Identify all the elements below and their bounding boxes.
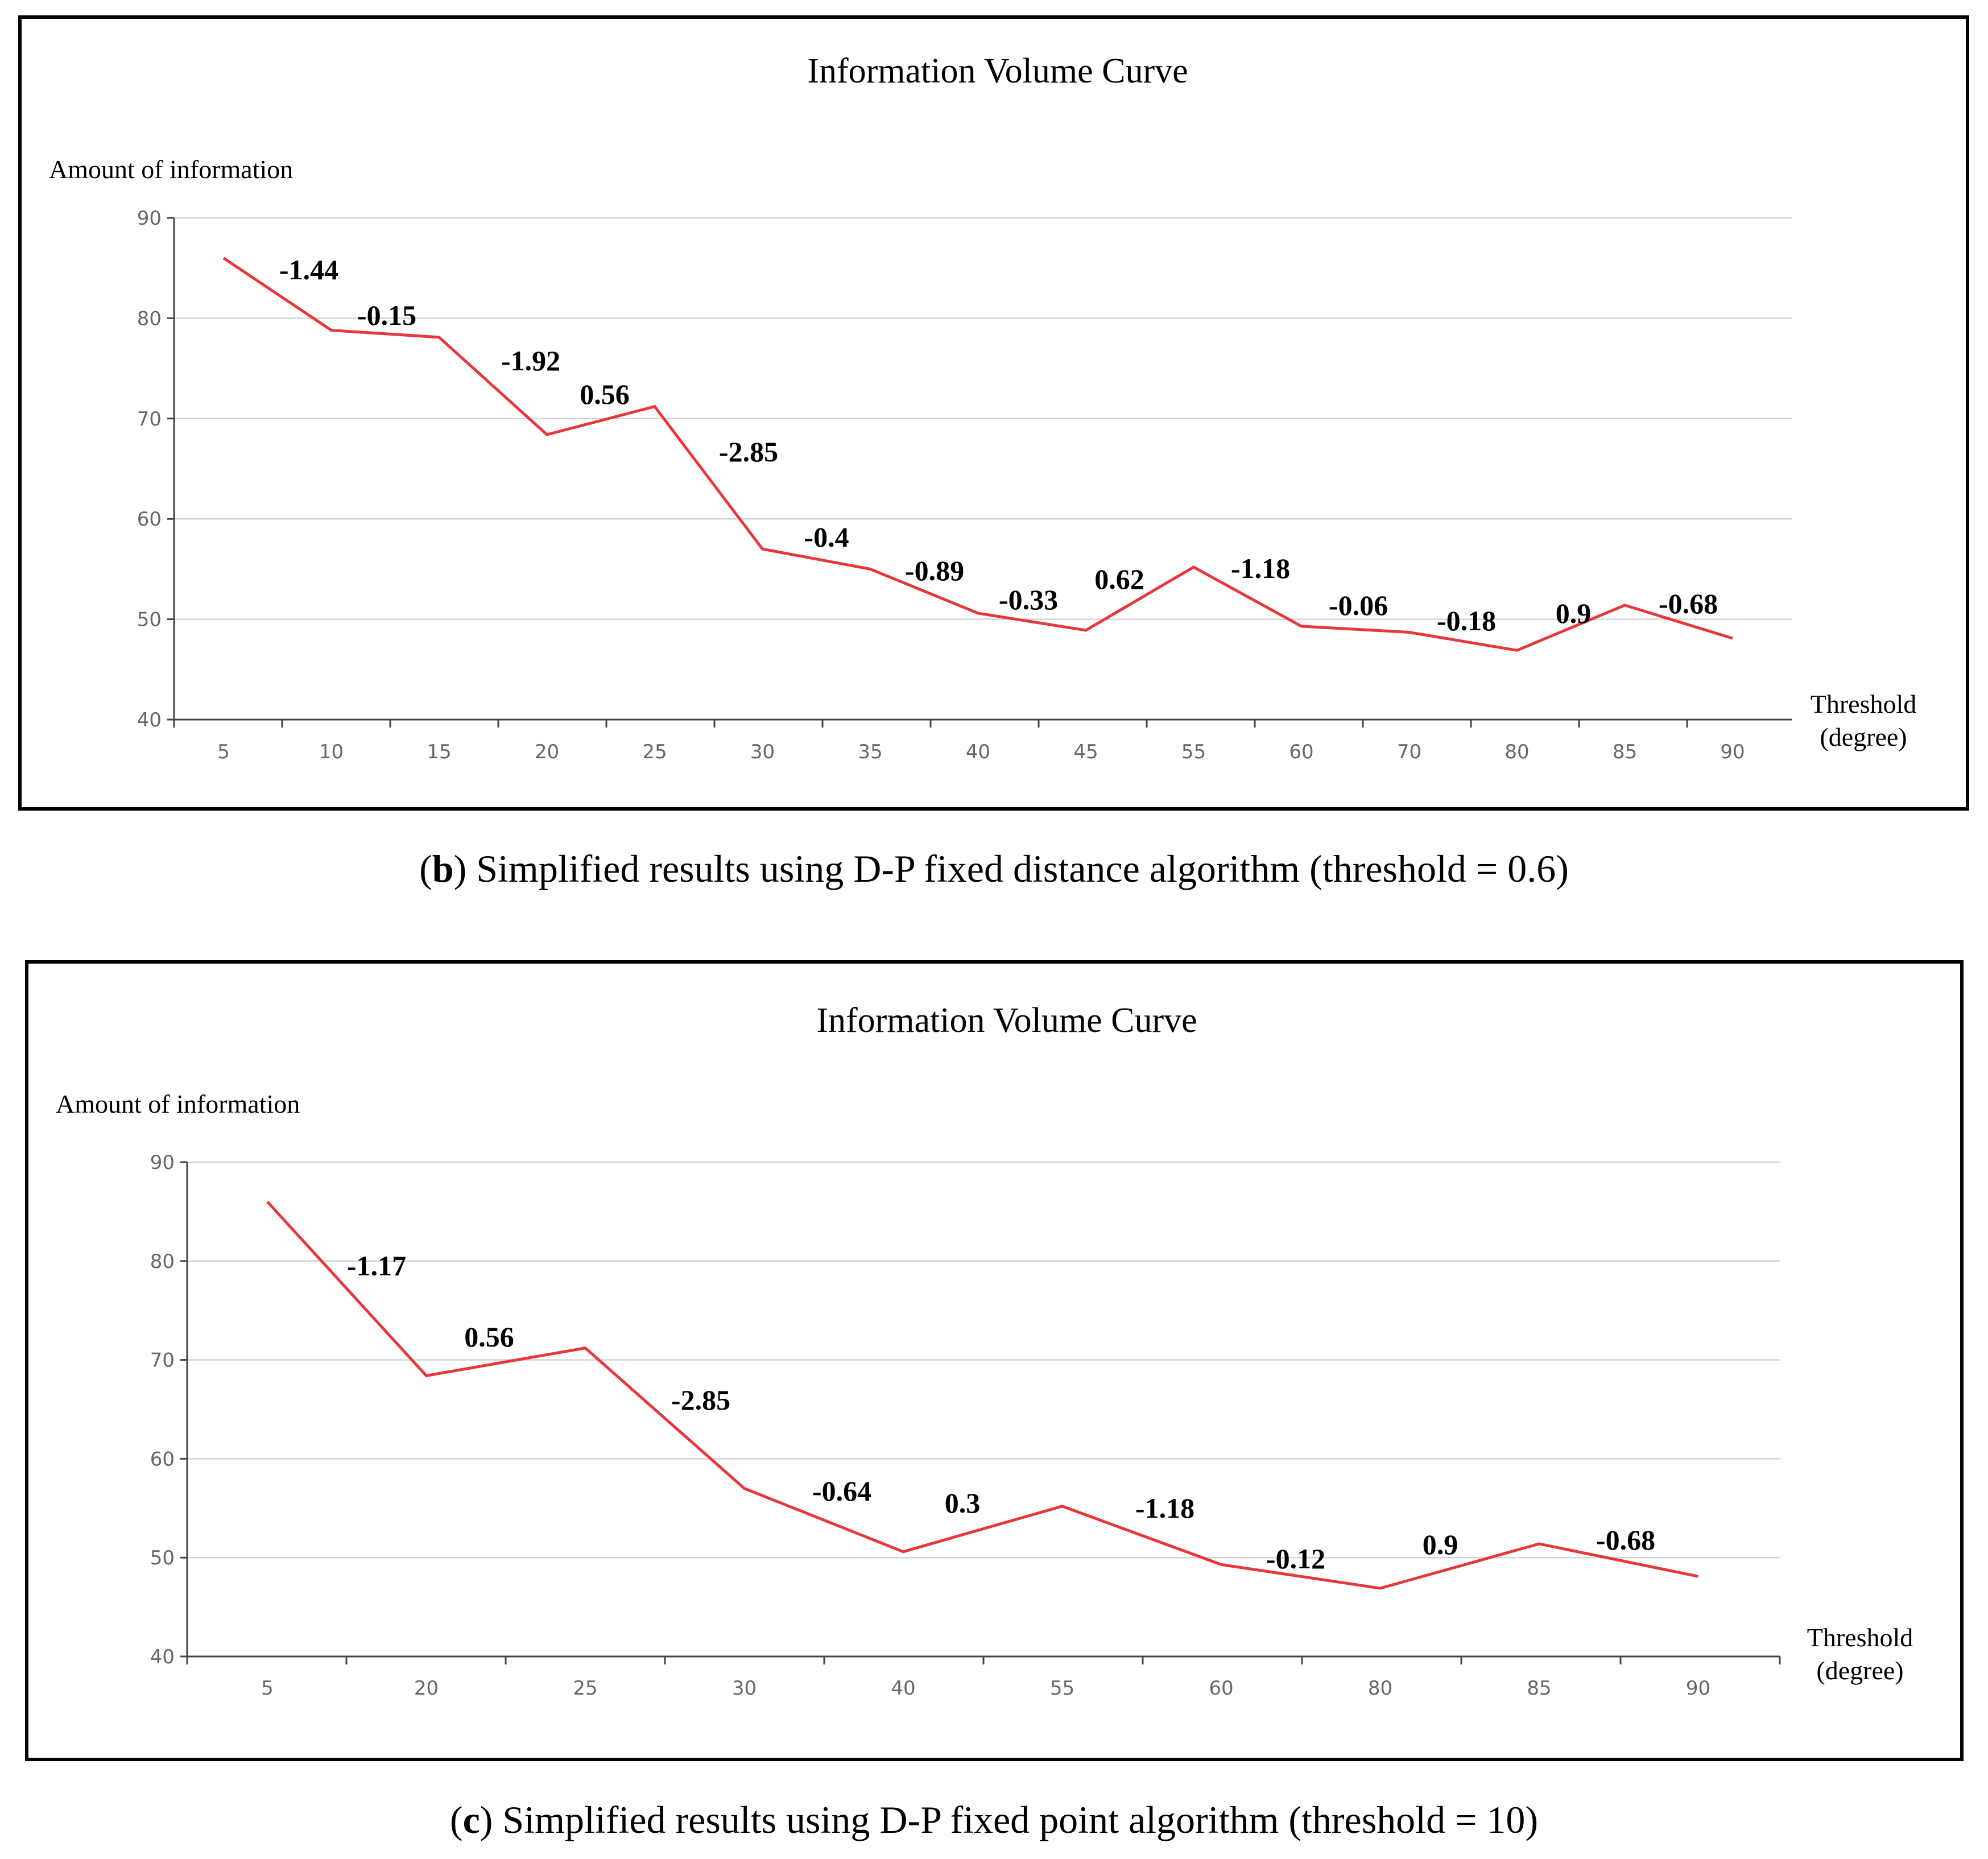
data-label: 0.56 — [580, 378, 630, 410]
y-tick-label: 80 — [137, 307, 162, 330]
data-label: -2.85 — [671, 1384, 730, 1416]
x-axis-label-line1: Threshold — [1807, 1623, 1913, 1652]
x-tick-label: 20 — [414, 1677, 439, 1700]
data-label: 0.9 — [1423, 1528, 1458, 1560]
chart-title: Information Volume Curve — [807, 52, 1188, 90]
y-tick-label: 90 — [137, 207, 162, 230]
y-tick-label: 50 — [150, 1547, 175, 1569]
line-chart-b: Information Volume Curve Amount of inform… — [49, 52, 1917, 763]
y-axis-label: Amount of information — [49, 155, 293, 184]
y-tick-label: 80 — [150, 1250, 175, 1273]
data-label: 0.56 — [464, 1321, 514, 1353]
x-tick-label: 40 — [891, 1677, 915, 1700]
data-label: 0.9 — [1556, 597, 1592, 629]
x-tick-label: 5 — [261, 1677, 274, 1700]
data-label: -0.64 — [812, 1475, 871, 1507]
data-label: -0.12 — [1266, 1543, 1325, 1575]
x-tick-label: 85 — [1613, 741, 1637, 763]
data-label: 0.3 — [945, 1487, 981, 1519]
x-tick-label: 5 — [217, 741, 230, 763]
x-tick-label: 25 — [642, 741, 667, 763]
x-tick-label: 15 — [427, 741, 451, 763]
data-label: -1.44 — [279, 254, 338, 286]
line-chart-c: Information Volume Curve Amount of inform… — [56, 1001, 1913, 1700]
y-tick-label: 40 — [150, 1646, 175, 1668]
x-tick-label: 35 — [858, 741, 882, 763]
data-label: -0.68 — [1596, 1524, 1655, 1556]
x-tick-label: 25 — [573, 1677, 597, 1700]
data-label: -1.18 — [1231, 552, 1290, 584]
chart-panel-c: Information Volume Curve Amount of inform… — [25, 960, 1964, 1761]
x-tick-label: 30 — [732, 1677, 757, 1700]
x-tick-label: 45 — [1073, 741, 1098, 763]
x-axis-label-line2: (degree) — [1816, 1656, 1903, 1685]
x-tick-label: 60 — [1289, 741, 1313, 763]
x-tick-label: 55 — [1181, 741, 1206, 763]
data-label: -1.92 — [501, 345, 560, 377]
caption-c: (c) Simplified results using D-P fixed p… — [449, 1798, 1539, 1841]
data-label: -0.18 — [1437, 605, 1496, 637]
data-label: -1.18 — [1135, 1492, 1195, 1524]
caption-b: (b) Simplified results using D-P fixed d… — [419, 847, 1569, 890]
data-label: -1.17 — [347, 1250, 406, 1282]
x-tick-label: 55 — [1050, 1677, 1074, 1700]
data-label: -0.33 — [999, 584, 1058, 615]
x-axis-label-line1: Threshold — [1811, 689, 1917, 718]
chart-panel-b: Information Volume Curve Amount of inform… — [18, 15, 1969, 811]
data-label: -0.89 — [905, 555, 964, 586]
y-axis-label: Amount of information — [56, 1089, 300, 1118]
y-tick-label: 60 — [137, 508, 162, 531]
x-tick-label: 90 — [1720, 741, 1745, 763]
data-label: -0.15 — [357, 299, 416, 331]
data-label: 0.62 — [1094, 563, 1144, 595]
y-tick-label: 70 — [137, 408, 162, 431]
x-tick-label: 20 — [535, 741, 559, 763]
x-tick-label: 90 — [1686, 1677, 1710, 1700]
x-tick-label: 10 — [319, 741, 344, 763]
x-tick-label: 60 — [1209, 1677, 1233, 1700]
y-tick-label: 50 — [137, 609, 162, 631]
data-label: -0.68 — [1659, 588, 1718, 619]
data-label: -2.85 — [719, 436, 778, 468]
chart-title: Information Volume Curve — [816, 1001, 1197, 1040]
x-axis-label-line2: (degree) — [1820, 722, 1907, 751]
x-tick-label: 85 — [1527, 1677, 1551, 1700]
x-tick-label: 70 — [1397, 741, 1421, 763]
data-label: -0.4 — [804, 521, 849, 553]
x-tick-label: 80 — [1368, 1677, 1392, 1700]
x-tick-label: 80 — [1505, 741, 1529, 763]
data-label: -0.06 — [1329, 589, 1388, 621]
y-tick-label: 70 — [150, 1349, 175, 1372]
y-tick-label: 40 — [137, 709, 162, 732]
x-tick-label: 30 — [750, 741, 775, 763]
y-tick-label: 60 — [150, 1448, 175, 1470]
y-tick-label: 90 — [150, 1151, 175, 1174]
series-line — [266, 1200, 1699, 1590]
series-line — [222, 257, 1733, 652]
x-tick-label: 40 — [966, 741, 990, 763]
